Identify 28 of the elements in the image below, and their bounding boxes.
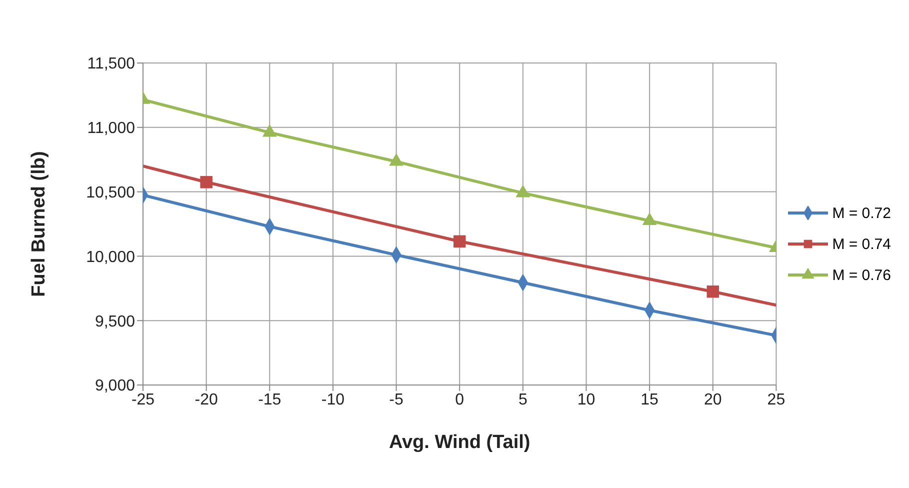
legend-label: M = 0.72 bbox=[832, 204, 891, 222]
x-tick-label: 0 bbox=[455, 391, 464, 408]
x-tick-label: -20 bbox=[194, 391, 218, 408]
legend-label: M = 0.76 bbox=[832, 266, 891, 284]
x-tick-label: -15 bbox=[258, 391, 282, 408]
y-tick-label: 10,000 bbox=[86, 248, 136, 266]
point bbox=[642, 212, 657, 225]
y-tick-label: 9,500 bbox=[94, 313, 136, 330]
x-tick-label: -5 bbox=[389, 391, 404, 408]
x-tick-label: -10 bbox=[321, 391, 345, 408]
x-tick-label: 5 bbox=[518, 391, 528, 408]
x-tick-label: 15 bbox=[640, 391, 659, 408]
x-axis-title: Avg. Wind (Tail) bbox=[388, 432, 530, 453]
line-series bbox=[143, 164, 776, 307]
point bbox=[389, 153, 404, 166]
point bbox=[453, 235, 466, 248]
point bbox=[262, 124, 277, 137]
y-axis-title: Fuel Burned (lb) bbox=[28, 151, 50, 297]
x-tick-label: 20 bbox=[704, 391, 722, 408]
y-tick-label: 10,500 bbox=[86, 184, 136, 202]
legend-label: M = 0.74 bbox=[832, 236, 891, 252]
y-tick-label: 11,500 bbox=[87, 56, 136, 73]
point bbox=[516, 184, 530, 198]
x-tick-label: 25 bbox=[767, 391, 786, 408]
y-tick-label: 11,000 bbox=[87, 120, 136, 138]
point bbox=[200, 176, 212, 188]
x-tick-label: 10 bbox=[577, 391, 596, 408]
point bbox=[706, 285, 720, 298]
